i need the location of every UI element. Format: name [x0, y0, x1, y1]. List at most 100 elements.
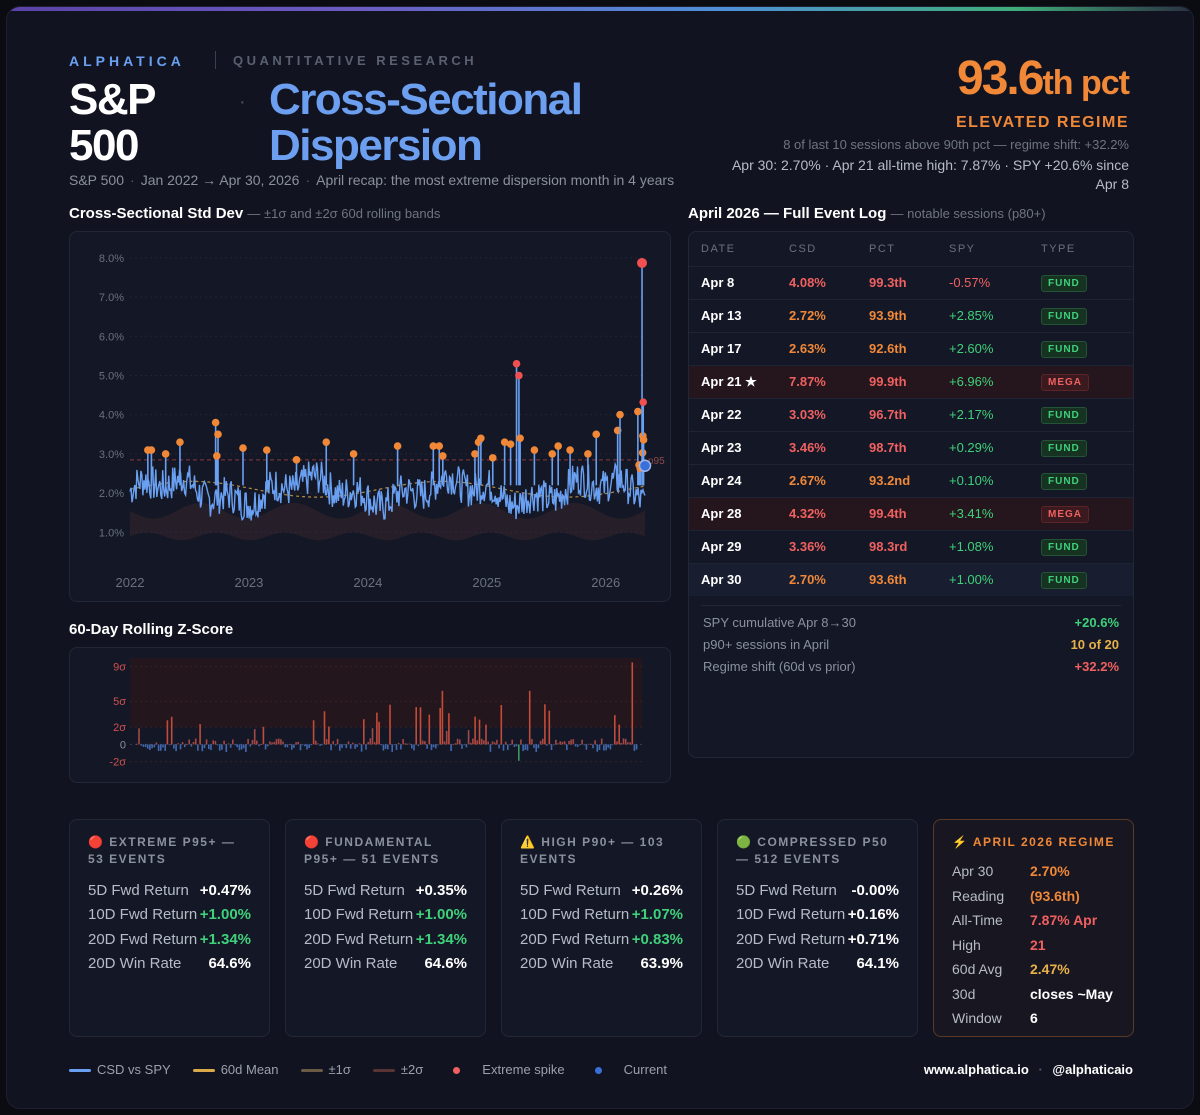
col-pct: PCT	[869, 242, 896, 255]
stat-label: 20D Win Rate	[304, 955, 398, 973]
z-bar	[629, 742, 631, 745]
z-bar	[282, 741, 284, 745]
stat-row: 20D Win Rate 64.6%	[88, 952, 251, 977]
spike-point	[439, 452, 447, 460]
regime-value: 7.87% Apr 21	[1030, 912, 1098, 953]
stat-card: ⚠️ HIGH P90+ — 103 EVENTS 5D Fwd Return +0…	[501, 819, 702, 1037]
cell-pct: 93.6th	[869, 562, 949, 596]
pct-suffix: th pct	[1042, 64, 1130, 102]
z-bar	[262, 726, 265, 745]
spike-point	[584, 450, 592, 458]
z-bar	[627, 742, 629, 745]
stat-card: 🟢 COMPRESSED P50 — 512 EVENTS 5D Fwd Retu…	[717, 819, 918, 1037]
table-row: Apr 29 3.36% 98.3rd +1.08% FUND	[689, 529, 1133, 563]
z-bar	[472, 738, 474, 745]
cell-date: Apr 13	[689, 298, 789, 332]
z-bar	[199, 724, 201, 745]
event-table-body: Apr 8 4.08% 99.3th -0.57% FUND Apr 13 2.72% 93.…	[689, 265, 1133, 596]
z-tick-label: 0	[120, 739, 126, 751]
spike-point	[488, 454, 497, 462]
minus-2sigma-band	[130, 503, 645, 541]
z-bar	[295, 742, 297, 745]
z-bar	[144, 744, 147, 747]
table-row: Apr 22 3.03% 96.7th +2.17% FUND	[689, 397, 1133, 431]
z-bar	[552, 744, 555, 746]
stat-value: 64.6%	[208, 955, 251, 973]
cell-type: FUND	[1041, 529, 1133, 563]
z-bar	[319, 744, 321, 746]
z-bar	[585, 744, 588, 750]
z-bar	[247, 738, 249, 745]
cell-pct: 93.9th	[869, 298, 949, 332]
z-bar	[253, 729, 256, 745]
z-bar	[600, 738, 603, 745]
cell-type: FUND	[1041, 463, 1133, 497]
stat-card-title: ⚠️ HIGH P90+ — 103 EVENTS	[520, 834, 683, 872]
zscore-chart: 9σ 5σ 2σ 0 -2σ	[109, 658, 642, 769]
csd-title-text: Cross-Sectional Std Dev	[69, 205, 244, 222]
stat-row: 10D Fwd Return +1.00%	[88, 903, 251, 928]
cell-date: Apr 23	[689, 430, 789, 464]
stat-row: 5D Fwd Return +0.47%	[88, 878, 251, 903]
regime-row: 60d Avg 2.47%	[952, 957, 1115, 982]
current-percentile: 93.6th pct	[957, 51, 1130, 106]
cell-csd: 4.32%	[789, 496, 869, 530]
summary-value: +20.6%	[1074, 615, 1119, 630]
stat-card-title-text: HIGH P90+ — 103 EVENTS	[520, 835, 665, 866]
legend-label: Current	[623, 1062, 668, 1077]
z-bar	[461, 744, 463, 749]
z-bar	[227, 743, 230, 745]
stat-value: +1.00%	[415, 906, 467, 924]
z-bar	[373, 742, 376, 745]
legend-item: ±1σ	[300, 1062, 351, 1077]
z-bar	[408, 743, 411, 745]
spike-point	[435, 442, 444, 450]
z-bar	[511, 739, 513, 745]
stat-row: 20D Fwd Return +0.83%	[520, 927, 683, 952]
regime-label: All-Time High	[952, 912, 1003, 953]
csd-title-note: — ±1σ and ±2σ 60d rolling bands	[247, 206, 441, 221]
cell-pct: 92.6th	[869, 331, 949, 365]
brand-subtitle: QUANTITATIVE RESEARCH	[233, 53, 478, 68]
stat-row: 10D Fwd Return +1.00%	[304, 903, 467, 928]
type-badge: FUND	[1041, 538, 1087, 556]
stat-value: +0.35%	[415, 881, 467, 899]
spike-point	[477, 434, 485, 443]
spike-point	[639, 398, 648, 406]
table-row: Apr 23 3.46% 98.7th +0.29% FUND	[689, 430, 1133, 464]
z-bar	[160, 744, 162, 751]
footer-site-link[interactable]: www.alphatica.io	[923, 1062, 1029, 1077]
z-bar	[358, 743, 361, 745]
spike-point	[471, 450, 479, 458]
z-bar	[419, 707, 422, 745]
z-bar	[426, 744, 428, 749]
cell-spy: -0.57%	[949, 265, 1041, 299]
z-bar	[421, 740, 424, 745]
z-bar	[223, 740, 225, 745]
z-bar	[194, 738, 197, 745]
z-bar	[450, 744, 452, 751]
z-bar	[633, 744, 636, 751]
cell-type: MEGA	[1041, 364, 1133, 398]
cell-csd: 3.36%	[789, 529, 869, 563]
z-bar	[315, 740, 317, 745]
stat-label: 5D Fwd Return	[304, 881, 405, 899]
stat-value: +0.71%	[847, 930, 899, 948]
legend-dot-swatch	[594, 1067, 602, 1075]
z-bar	[232, 739, 234, 745]
z-bar	[328, 726, 330, 745]
z-bar	[336, 738, 339, 745]
cell-pct: 98.3rd	[869, 529, 949, 563]
col-csd: CSD	[789, 242, 817, 255]
footer-handle-link[interactable]: @alphaticaio	[1052, 1062, 1133, 1077]
z-bar	[539, 740, 542, 745]
z-bar	[404, 743, 407, 745]
legend-line-swatch	[69, 1069, 91, 1073]
z-bar	[570, 739, 572, 745]
x-tick-label: 2026	[591, 575, 620, 590]
z-bar	[323, 711, 326, 745]
z-bar	[496, 739, 498, 745]
z-bar	[609, 744, 612, 750]
z-bar	[435, 744, 437, 749]
stat-label: 10D Fwd Return	[520, 906, 630, 924]
